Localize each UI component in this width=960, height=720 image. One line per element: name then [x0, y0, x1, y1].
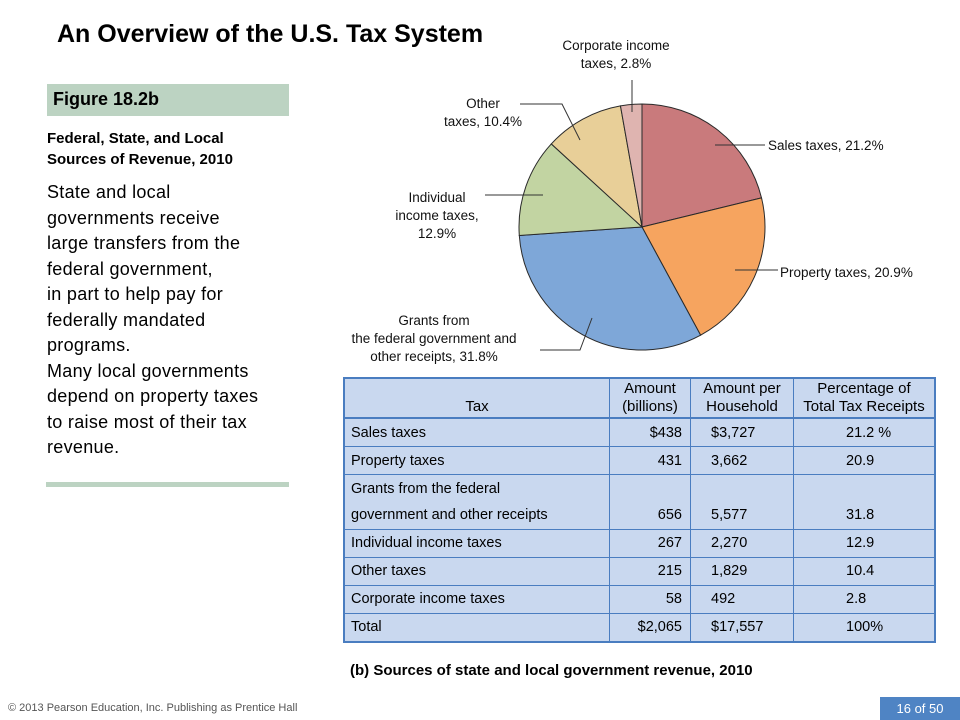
pie-slice	[619, 103, 643, 228]
cell-per-household: 492	[690, 584, 794, 614]
body-line: revenue.	[47, 437, 120, 457]
slice-label: Individual income taxes, 12.9%	[395, 190, 478, 241]
slice-label: Grants from the federal government and oth…	[351, 313, 516, 364]
table-row: Sales taxes $438 $3,727 21.2 %	[345, 417, 934, 447]
cell-tax: Individual income taxes	[345, 528, 610, 558]
cell-percentage	[793, 474, 934, 503]
cell-tax: government and other receipts	[351, 507, 548, 524]
pie-slice	[518, 226, 702, 351]
slice-label: Property taxes, 20.9%	[780, 265, 913, 280]
table-row-total: Total $2,065 $17,557 100%	[345, 612, 934, 641]
body-line: to raise most of their tax	[47, 411, 247, 432]
body-line: governments receive	[47, 207, 220, 228]
divider-rule	[46, 482, 289, 487]
cell-per-household: 3,662	[690, 446, 794, 475]
slice-label: Sales taxes, 21.2%	[768, 138, 884, 153]
figure-label: Figure 18.2b	[47, 84, 289, 116]
cell-tax: Other taxes	[345, 556, 610, 586]
table-row: Corporate income taxes 58 492 2.8	[345, 584, 934, 614]
subtitle-line: Sources of Revenue, 2010	[47, 151, 233, 168]
body-line: federally mandated	[47, 309, 206, 330]
cell-per-household: 5,577	[690, 502, 794, 530]
cell-per-household	[690, 474, 794, 503]
cell-percentage: 21.2 %	[793, 417, 934, 447]
pie-slice	[518, 143, 644, 237]
cell-amount: $2,065	[609, 612, 691, 641]
body-line: federal government,	[47, 258, 213, 279]
figure-caption: (b) Sources of state and local governmen…	[350, 662, 753, 679]
copyright-footer: © 2013 Pearson Education, Inc. Publishin…	[8, 702, 298, 714]
cell-tax: Total	[345, 612, 610, 641]
table-row: government and other receipts 656 5,577 …	[345, 502, 934, 530]
column-header-tax: Tax	[345, 379, 610, 419]
cell-percentage: 20.9	[793, 446, 934, 475]
cell-tax: Property taxes	[345, 446, 610, 475]
cell-tax: Corporate income taxes	[345, 584, 610, 614]
body-line: Many local governments	[47, 360, 249, 381]
slide-title: An Overview of the U.S. Tax System	[57, 20, 484, 48]
leader-line	[540, 317, 593, 351]
table-row: Individual income taxes 267 2,270 12.9	[345, 528, 934, 558]
column-header-amount: Amount (billions)	[609, 379, 691, 419]
column-header-per-household: Amount per Household	[690, 379, 794, 419]
body-line: in part to help pay for	[47, 284, 224, 304]
body-line: State and local	[47, 182, 171, 202]
body-line: programs.	[47, 335, 131, 355]
cell-percentage: 2.8	[793, 584, 934, 614]
body-line: large transfers from the	[47, 233, 241, 253]
slice-label: Other taxes, 10.4%	[444, 96, 522, 129]
column-header-percentage: Percentage of Total Tax Receipts	[793, 379, 934, 419]
cell-amount: 215	[609, 556, 691, 586]
cell-percentage: 100%	[793, 612, 934, 641]
cell-amount: $438	[609, 417, 691, 447]
pie-chart: Sales taxes, 21.2% Property taxes, 20.9% G…	[351, 38, 913, 364]
pie-slice	[641, 197, 766, 336]
cell-per-household: 2,270	[690, 528, 794, 558]
table-row: Property taxes 431 3,662 20.9	[345, 446, 934, 475]
cell-percentage: 12.9	[793, 528, 934, 558]
cell-amount: 58	[609, 584, 691, 614]
cell-amount: 267	[609, 528, 691, 558]
cell-percentage: 31.8	[793, 502, 934, 530]
cell-tax: Sales taxes	[345, 417, 610, 447]
cell-amount	[609, 474, 691, 503]
subtitle-line: Federal, State, and Local	[47, 130, 224, 147]
cell-per-household: 1,829	[690, 556, 794, 586]
cell-per-household: $17,557	[690, 612, 794, 641]
pie-slice	[550, 105, 643, 229]
slice-label: Corporate income taxes, 2.8%	[562, 38, 669, 71]
cell-percentage: 10.4	[793, 556, 934, 586]
cell-tax: Grants from the federal	[345, 474, 610, 503]
figure-subtitle: Federal, State, and Local Sources of Rev…	[47, 128, 233, 170]
cell-per-household: $3,727	[690, 417, 794, 447]
page-number: 16 of 50	[880, 697, 960, 720]
cell-amount: 431	[609, 446, 691, 475]
table-row: Grants from the federal	[345, 474, 934, 503]
table-row: Other taxes 215 1,829 10.4	[345, 556, 934, 586]
tax-table-panel: Tax Amount (billions) Amount per Household…	[343, 377, 936, 643]
pie-slice	[641, 103, 763, 228]
tax-table: Tax Amount (billions) Amount per Household…	[345, 379, 934, 641]
leader-line	[520, 103, 581, 141]
body-text: State and local governments receive larg…	[47, 180, 297, 461]
cell-amount: 656	[609, 502, 691, 530]
table-header-row: Tax Amount (billions) Amount per Household…	[345, 379, 934, 419]
body-line: depend on property taxes	[47, 386, 259, 406]
